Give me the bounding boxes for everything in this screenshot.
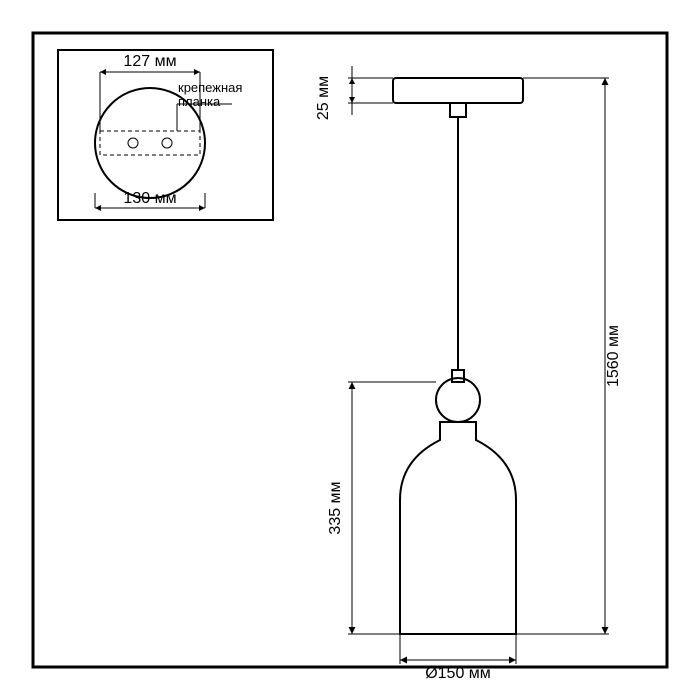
canopy (393, 78, 523, 103)
main-drawing: 25 мм 335 мм 1560 мм Ø150 мм (0, 0, 700, 700)
dim-shade-diameter: Ø150 мм (425, 665, 491, 682)
dim-total-height: 1560 мм (605, 325, 622, 387)
diagram-canvas: 127 ммкрепежнаяпланка130 мм 25 мм335 мм1… (0, 0, 700, 700)
dim-canopy-height: 25 мм (315, 76, 332, 120)
decorative-ball (436, 378, 480, 422)
dim-shade-height: 335 мм (327, 481, 344, 534)
lamp-shade (400, 422, 516, 634)
